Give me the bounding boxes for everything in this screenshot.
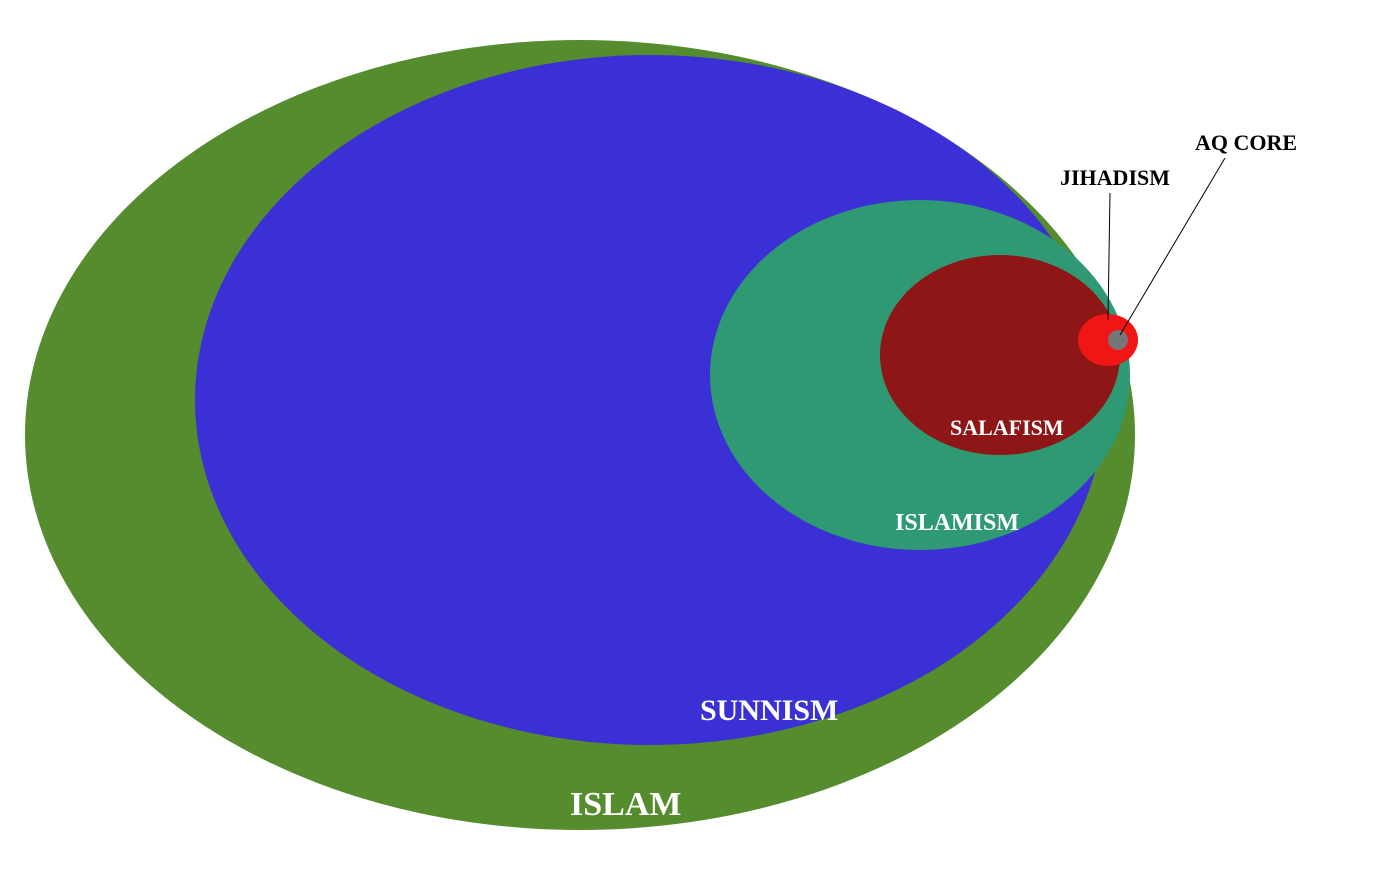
islam-label: ISLAM: [570, 786, 681, 823]
nested-ellipse-diagram: ISLAM SUNNISM ISLAMISM SALAFISM JIHADISM AQ C…: [0, 0, 1400, 875]
jihadism-label: JIHADISM: [1060, 165, 1170, 190]
aq-core-label: AQ CORE: [1195, 130, 1297, 155]
islamism-label: ISLAMISM: [895, 510, 1019, 536]
salafism-label: SALAFISM: [950, 415, 1064, 440]
aq-core-ellipse: [1108, 330, 1128, 350]
sunnism-label: SUNNISM: [700, 694, 838, 727]
